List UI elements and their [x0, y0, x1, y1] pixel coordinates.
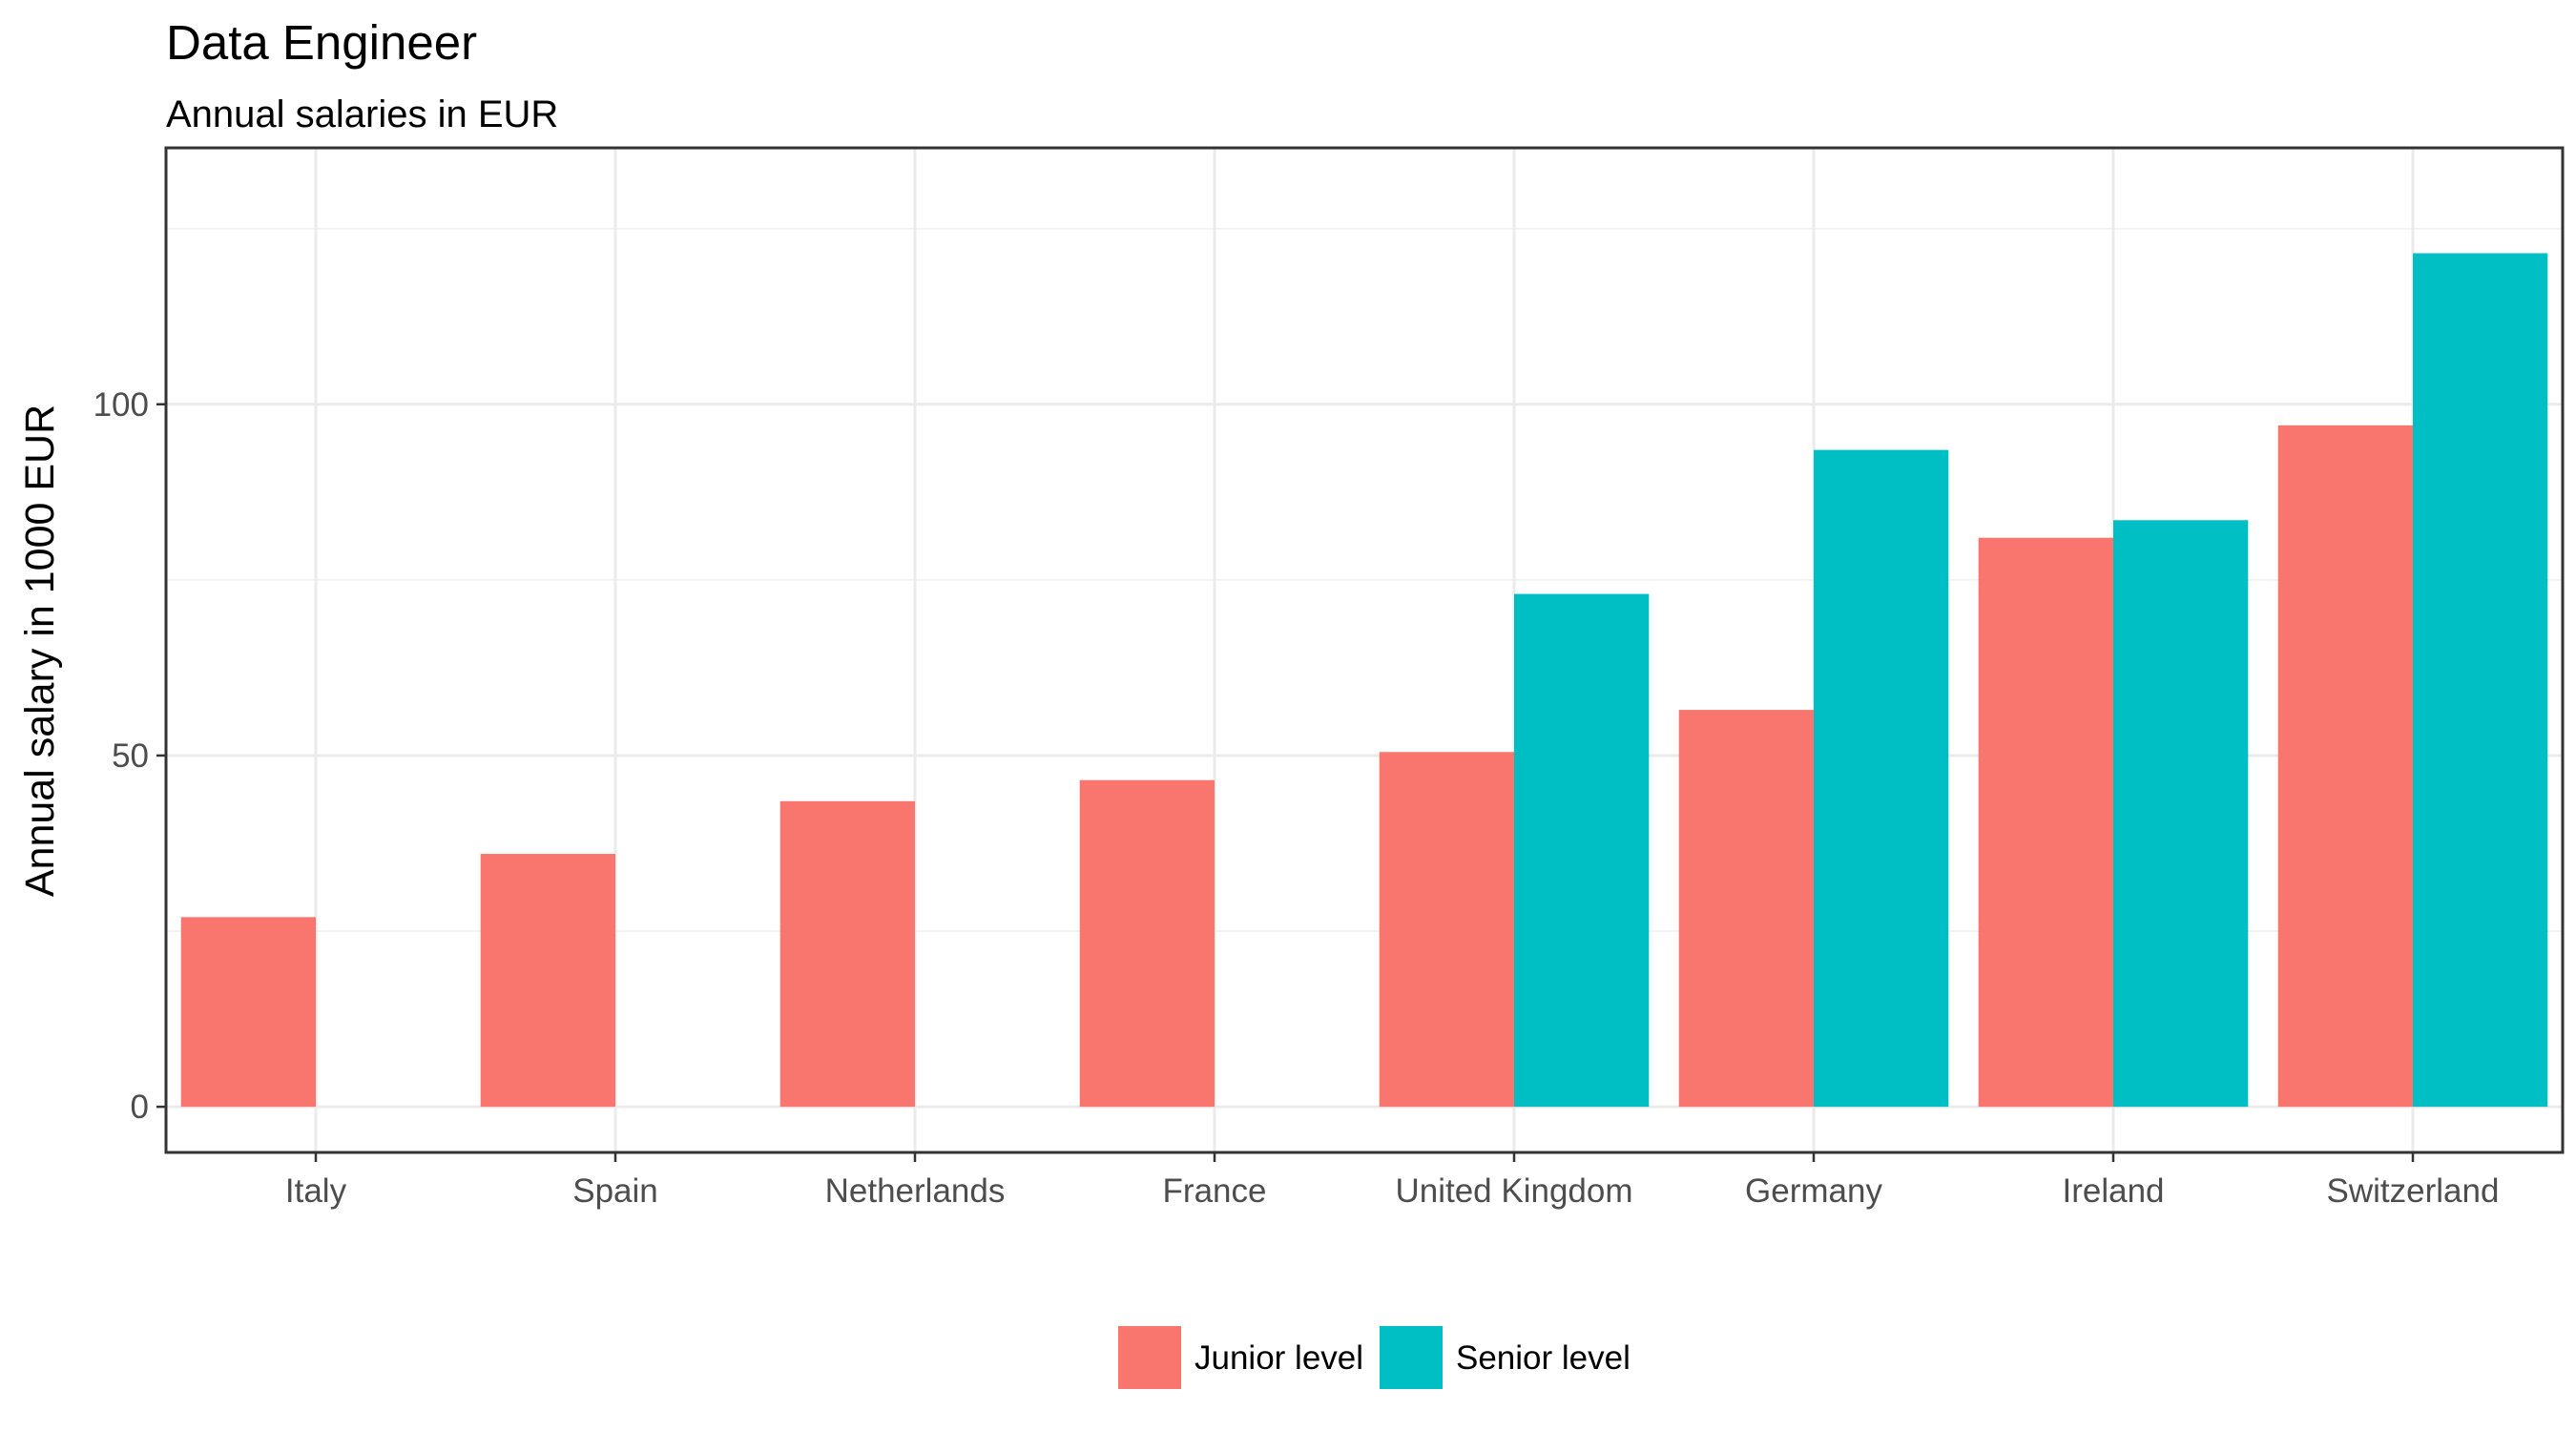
y-tick-label: 50: [112, 737, 149, 775]
x-tick-label: Spain: [572, 1172, 658, 1210]
bar-junior-level-netherlands: [779, 800, 915, 1108]
bar-junior-level-germany: [1678, 710, 1814, 1108]
x-tick-label: United Kingdom: [1395, 1172, 1632, 1210]
x-tick-label: Netherlands: [825, 1172, 1006, 1210]
chart-title: Data Engineer: [166, 15, 477, 70]
axis-layer: 0 50 100 Italy Spain Netherlands France United …: [93, 386, 2500, 1210]
y-tick-label: 100: [93, 386, 149, 424]
bar-senior-level-germany: [1814, 449, 1949, 1108]
bar-junior-level-ireland: [1978, 537, 2113, 1108]
bar-junior-level-italy: [180, 917, 316, 1108]
x-tick-label: Germany: [1745, 1172, 1882, 1210]
bar-junior-level-france: [1079, 779, 1215, 1108]
bar-senior-level-switzerland: [2413, 253, 2548, 1108]
legend-key-junior-level: [1118, 1326, 1181, 1389]
x-tick-label: Ireland: [2062, 1172, 2164, 1210]
bar-senior-level-ireland: [2113, 520, 2249, 1108]
y-tick-label: 0: [131, 1089, 149, 1126]
legend-label: Junior level: [1195, 1339, 1363, 1377]
chart-subtitle: Annual salaries in EUR: [166, 93, 558, 135]
bar-senior-level-united-kingdom: [1514, 593, 1650, 1108]
plot-border: [164, 146, 2565, 1154]
legend-key-senior-level: [1380, 1326, 1443, 1389]
legend: Junior level Senior level: [1118, 1326, 1631, 1389]
x-tick-label: Switzerland: [2327, 1172, 2500, 1210]
bar-junior-level-spain: [480, 854, 615, 1108]
y-axis-title: Annual salary in 1000 EUR: [17, 404, 63, 897]
bar-junior-level-united-kingdom: [1379, 752, 1514, 1108]
x-tick-label: Italy: [285, 1172, 347, 1210]
legend-label: Senior level: [1456, 1339, 1631, 1377]
bar-junior-level-switzerland: [2277, 425, 2413, 1108]
x-tick-label: France: [1163, 1172, 1267, 1210]
bar-layer: [180, 253, 2548, 1108]
